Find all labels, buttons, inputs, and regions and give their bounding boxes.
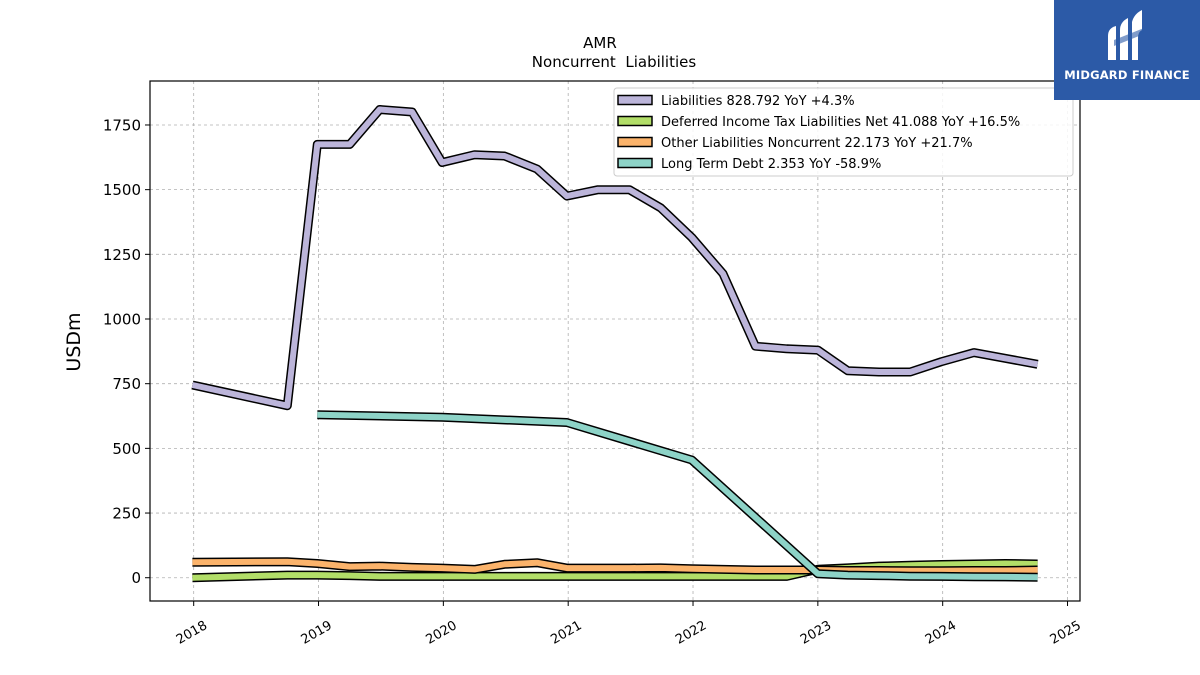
series-layer (191, 105, 1039, 583)
y-tick-label: 1500 (103, 181, 141, 199)
deferred-income-tax-liabilities-net-line (192, 560, 1038, 581)
x-tick-label: 2020 (424, 618, 460, 648)
y-tick-label: 500 (112, 440, 141, 458)
other-liabilities-noncurrent-legend-swatch (617, 136, 653, 148)
logo-mark-icon (1108, 10, 1144, 60)
deferred-income-tax-liabilities-net-legend-swatch (617, 115, 653, 127)
x-tick-label: 2023 (798, 618, 834, 648)
liabilities-legend-label: Liabilities 828.792 YoY +4.3% (661, 94, 855, 109)
legend: Liabilities 828.792 YoY +4.3% Deferred In… (613, 87, 1074, 177)
long-term-debt-outline (317, 410, 1038, 582)
x-tick-label: 2024 (923, 618, 959, 648)
logo-text: MIDGARD FINANCE (1064, 68, 1190, 82)
long-term-debt-line (317, 411, 1038, 581)
chart-subtitle: Noncurrent Liabilities (532, 53, 697, 71)
long-term-debt-legend-swatch (617, 157, 653, 169)
long-term-debt-legend-label: Long Term Debt 2.353 YoY -58.9% (661, 157, 881, 172)
plot-frame (149, 80, 1081, 602)
liabilities-legend-swatch (617, 94, 653, 106)
x-tick-label: 2022 (673, 618, 709, 648)
y-tick-label: 0 (131, 569, 141, 587)
x-tick-label: 2025 (1048, 618, 1084, 648)
legend-box (613, 87, 1074, 177)
y-axis-label: USDm (63, 312, 85, 371)
midgard-finance-logo: MIDGARD FINANCE (1054, 0, 1200, 100)
liabilities-line (191, 106, 1039, 409)
x-tick-label: 2019 (299, 618, 335, 648)
y-tick-label: 1000 (103, 311, 141, 329)
y-tick-label: 750 (112, 375, 141, 393)
other-liabilities-noncurrent-legend-label: Other Liabilities Noncurrent 22.173 YoY … (661, 136, 973, 151)
other-liabilities-noncurrent-line (192, 558, 1038, 574)
x-tick-label: 2018 (174, 618, 210, 648)
y-tick-label: 1250 (103, 246, 141, 264)
deferred-income-tax-liabilities-net-legend-label: Deferred Income Tax Liabilities Net 41.0… (661, 115, 1020, 130)
x-tick-label: 2021 (548, 618, 584, 648)
y-tick-label: 250 (112, 505, 141, 523)
y-tick-label: 1750 (103, 116, 141, 134)
chart-title: AMR (583, 34, 617, 52)
